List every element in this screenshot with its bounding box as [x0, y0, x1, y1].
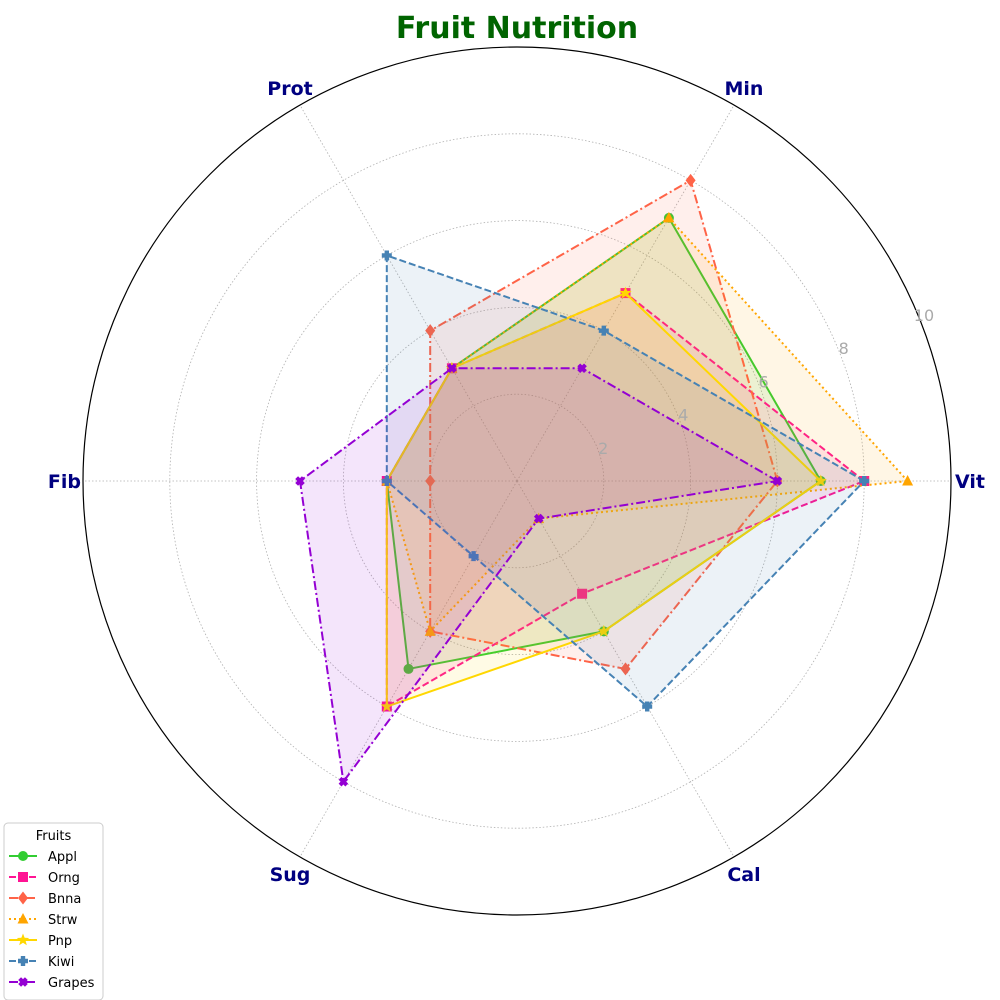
point-kiwi-cal: [642, 701, 653, 712]
axis-label-vit: Vit: [955, 471, 985, 493]
point-grapes-fib: [295, 476, 305, 486]
r-tick-label-2: 2: [598, 439, 608, 458]
legend-item-grapes: Grapes: [9, 976, 95, 991]
series-fill-strw: [386, 217, 908, 632]
grid-circle-4: [342, 306, 692, 656]
series-fill-orng: [386, 293, 865, 707]
legend-label-appl: Appl: [48, 850, 77, 865]
point-kiwi-prot: [381, 250, 392, 261]
legend-marker-orng: [18, 872, 28, 882]
legend-item-strw: Strw: [9, 913, 78, 928]
legend-marker-strw: [17, 913, 29, 924]
legend-marker-grapes: [18, 977, 28, 987]
r-tick-label-4: 4: [678, 406, 688, 425]
point-strw-min: [663, 211, 675, 223]
axis-label-sug: Sug: [270, 864, 311, 886]
point-grapes-sug: [338, 776, 349, 787]
point-strw-sug: [424, 625, 436, 636]
point-grapes-cal: [533, 513, 544, 524]
axis-label-cal: Cal: [727, 864, 760, 886]
point-grapes-min: [577, 363, 587, 374]
legend-box: [3, 822, 104, 1000]
point-appl-sug: [403, 663, 414, 674]
legend-label-grapes: Grapes: [48, 976, 95, 991]
legend-item-bnna: Bnna: [9, 891, 81, 907]
spoke-prot: [299, 104, 518, 482]
legend-label-pnp: Pnp: [48, 934, 72, 949]
axis-label-fib: Fib: [48, 471, 81, 493]
series-grapes: [295, 363, 783, 787]
axis-labels: 2 4 6 8 10 Vit Min Prot Fib Sug Cal: [48, 78, 985, 886]
legend-item-pnp: Pnp: [9, 933, 72, 949]
series-fill-appl: [386, 217, 821, 669]
legend-label-kiwi: Kiwi: [48, 955, 74, 970]
legend-item-kiwi: Kiwi: [9, 955, 74, 970]
legend-marker-kiwi: [18, 956, 28, 966]
point-pnp-cal: [597, 624, 610, 637]
chart-title: Fruit Nutrition: [396, 11, 638, 46]
point-kiwi-fib: [381, 476, 392, 486]
point-pnp-min: [619, 286, 632, 299]
legend-marker-pnp: [16, 933, 30, 946]
point-grapes-prot: [447, 363, 457, 374]
axis-label-min: Min: [725, 78, 764, 100]
legend-marker-appl: [18, 851, 28, 861]
point-pnp-vit: [814, 474, 827, 487]
point-strw-vit: [902, 475, 914, 486]
series-layer: [295, 173, 914, 787]
point-pnp-sug: [380, 700, 393, 712]
legend-label-bnna: Bnna: [48, 892, 81, 907]
legend-title: Fruits: [36, 829, 72, 844]
legend: Fruits Appl Orng Bnna Strw Pnp Kiwi Grapes: [3, 822, 104, 1000]
point-bnna-fib: [425, 474, 436, 488]
point-kiwi-sug: [468, 551, 479, 562]
point-kiwi-vit: [859, 476, 870, 486]
legend-marker-bnna: [18, 891, 28, 905]
legend-label-orng: Orng: [48, 871, 80, 886]
legend-label-strw: Strw: [48, 913, 78, 928]
r-tick-label-10: 10: [914, 306, 934, 325]
r-tick-label-8: 8: [839, 339, 849, 358]
point-bnna-min: [685, 173, 696, 187]
axis-label-prot: Prot: [267, 78, 312, 100]
point-bnna-prot: [425, 324, 436, 338]
point-bnna-cal: [620, 662, 631, 676]
point-kiwi-min: [598, 325, 609, 336]
legend-item-appl: Appl: [9, 850, 77, 865]
r-tick-label-6: 6: [758, 372, 768, 391]
legend-item-orng: Orng: [9, 871, 80, 886]
grid-circle-2: [429, 393, 605, 569]
point-orng-cal: [577, 588, 588, 599]
polar-frame: [82, 46, 952, 916]
point-grapes-vit: [772, 476, 783, 486]
series-fill-pnp: [386, 293, 821, 707]
